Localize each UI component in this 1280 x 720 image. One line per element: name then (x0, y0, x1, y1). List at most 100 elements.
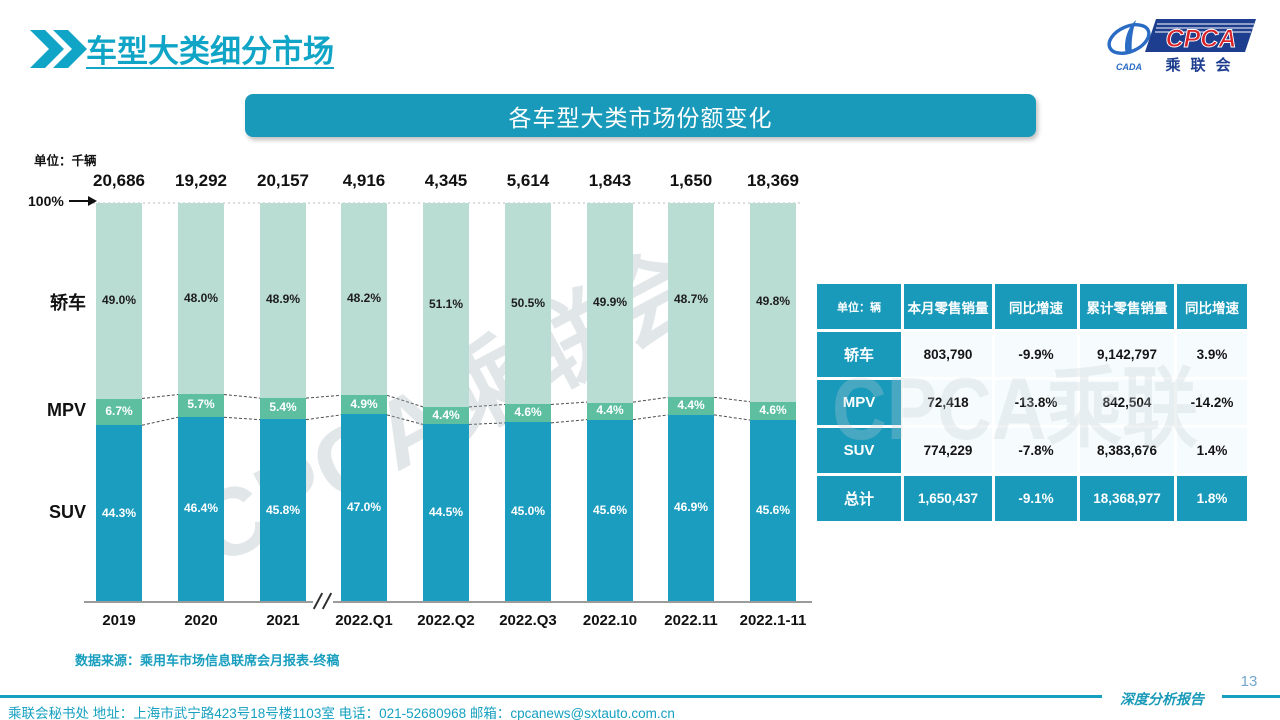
bar-total-label: 4,916 (342, 171, 386, 190)
bar-total-label: 19,292 (175, 171, 227, 190)
bar-total-label: 1,843 (588, 171, 632, 190)
bar-segment-mpv (178, 394, 224, 417)
source-note: 数据来源：乘用车市场信息联席会月报表-终稿 (75, 653, 340, 668)
bar-segment-sedan (341, 203, 387, 395)
cpca-logo: CADA CPCA 乘联会 (1107, 19, 1256, 74)
table-unit-header: 单位：辆 (817, 284, 901, 329)
bar-segment-sedan (587, 203, 633, 403)
table-cell-2: 9,142,797 (1080, 332, 1174, 377)
x-axis-label: 2022.1-11 (739, 612, 807, 629)
category-label-suv: SUV (48, 501, 86, 522)
table-cell-2: 842,504 (1080, 380, 1174, 425)
table-header-cell-1: 同比增速 (995, 284, 1077, 329)
x-axis-label: 2021 (266, 612, 300, 629)
bar-total-label: 18,369 (747, 171, 799, 190)
bar-percent-label-suv: 46.9% (673, 500, 709, 515)
table-cell-3: 1.4% (1177, 428, 1247, 473)
table-header-cell-2: 累计零售销量 (1080, 284, 1174, 329)
x-axis-label: 2019 (102, 612, 136, 629)
bar-percent-label-mpv: 4.6% (759, 402, 787, 417)
bar-segment-mpv (260, 397, 306, 420)
logo-latin-text: CPCA (1166, 25, 1237, 53)
bar-segment-sedan (423, 203, 469, 407)
table-cell-3: 1.8% (1177, 476, 1247, 521)
logo-mark-text: CADA (1116, 62, 1142, 72)
table-cell-0: 72,418 (904, 380, 992, 425)
bar-percent-label-sedan: 48.2% (346, 290, 382, 305)
bar-percent-label-mpv: 4.9% (350, 396, 378, 411)
bar-percent-label-suv: 44.5% (428, 505, 464, 520)
bar-percent-label-mpv: 4.4% (677, 398, 705, 413)
table-cell-1: -9.1% (995, 476, 1077, 521)
x-axis-label: 2022.Q2 (417, 612, 475, 629)
bar-percent-label-mpv: 6.7% (105, 403, 133, 418)
page-title: 车型大类细分市场 (86, 34, 334, 69)
bar-percent-label-suv: 47.0% (346, 500, 382, 515)
table-cell-1: -7.8% (995, 428, 1077, 473)
bar-segment-sedan (750, 203, 796, 402)
table-cell-0: 803,790 (904, 332, 992, 377)
x-axis-label: 2022.10 (582, 612, 638, 629)
x-axis-line (84, 601, 812, 603)
bar-segment-mpv (505, 404, 551, 423)
bar-segment-mpv (341, 394, 387, 415)
bar-percent-label-sedan: 48.0% (183, 290, 219, 305)
bar-segment-suv (260, 419, 306, 602)
bar-percent-label-suv: 45.8% (265, 502, 301, 517)
table-cell-3: 3.9% (1177, 332, 1247, 377)
bar-percent-label-suv: 44.3% (101, 505, 137, 520)
bar-percent-label-mpv: 4.6% (514, 405, 542, 420)
bar-percent-label-suv: 46.4% (183, 501, 219, 516)
bar-total-label: 5,614 (506, 171, 550, 190)
bar-segment-suv (96, 425, 142, 602)
bar-percent-label-mpv: 4.4% (432, 407, 460, 422)
axis-arrow-icon (68, 196, 97, 206)
bar-percent-label-suv: 45.6% (592, 503, 628, 518)
bar-segment-mpv (587, 402, 633, 421)
bar-segment-mpv (423, 406, 469, 425)
table-cell-1: -9.9% (995, 332, 1077, 377)
table-cell-1: -13.8% (995, 380, 1077, 425)
bar-segment-suv (341, 414, 387, 602)
bar-percent-label-suv: 45.0% (510, 504, 546, 519)
bar-percent-label-mpv: 5.4% (269, 400, 297, 415)
bar-segment-sedan (260, 203, 306, 398)
axis-break-gap (313, 597, 333, 606)
bar-percent-label-sedan: 49.9% (592, 294, 628, 309)
bar-total-label: 20,157 (257, 171, 309, 190)
bar-percent-label-sedan: 49.8% (755, 294, 791, 309)
footer-rule-left (0, 695, 1102, 698)
bar-segment-mpv (96, 398, 142, 426)
logo-flag (1145, 19, 1256, 52)
bar-percent-label-sedan: 49.0% (101, 292, 137, 307)
bar-segment-mpv (750, 401, 796, 421)
bar-segment-sedan (668, 203, 714, 398)
bar-segment-sedan (178, 203, 224, 395)
bar-percent-label-sedan: 51.1% (428, 296, 464, 311)
x-axis-label: 2020 (184, 612, 218, 629)
table-header-cell-0: 本月零售销量 (904, 284, 992, 329)
bar-percent-label-sedan: 48.7% (673, 292, 709, 307)
table-header-cell-3: 同比增速 (1177, 284, 1247, 329)
bar-total-label: 20,686 (93, 171, 145, 190)
bar-percent-label-suv: 45.6% (755, 503, 791, 518)
x-axis-label: 2022.Q3 (499, 612, 557, 629)
chart-unit-label: 单位：千辆 (34, 154, 97, 168)
category-label-sedan: 轿车 (50, 292, 86, 313)
table-row-label: 总计 (817, 476, 901, 521)
bar-segment-suv (423, 424, 469, 602)
bar-percent-label-sedan: 50.5% (510, 295, 546, 310)
table-cell-2: 8,383,676 (1080, 428, 1174, 473)
bar-segment-sedan (96, 203, 142, 399)
footer-contact: 乘联会秘书处 地址：上海市武宁路423号18号楼1103室 电话：021-526… (8, 706, 675, 720)
chart-title-banner: 各车型大类市场份额变化 (245, 94, 1036, 137)
bar-percent-label-sedan: 48.9% (265, 292, 301, 307)
bar-segment-suv (505, 422, 551, 602)
bar-segment-mpv (668, 397, 714, 415)
table-cell-0: 1,650,437 (904, 476, 992, 521)
table-row-label: MPV (817, 380, 901, 425)
bar-segment-sedan (505, 203, 551, 405)
table-row-label: 轿车 (817, 332, 901, 377)
